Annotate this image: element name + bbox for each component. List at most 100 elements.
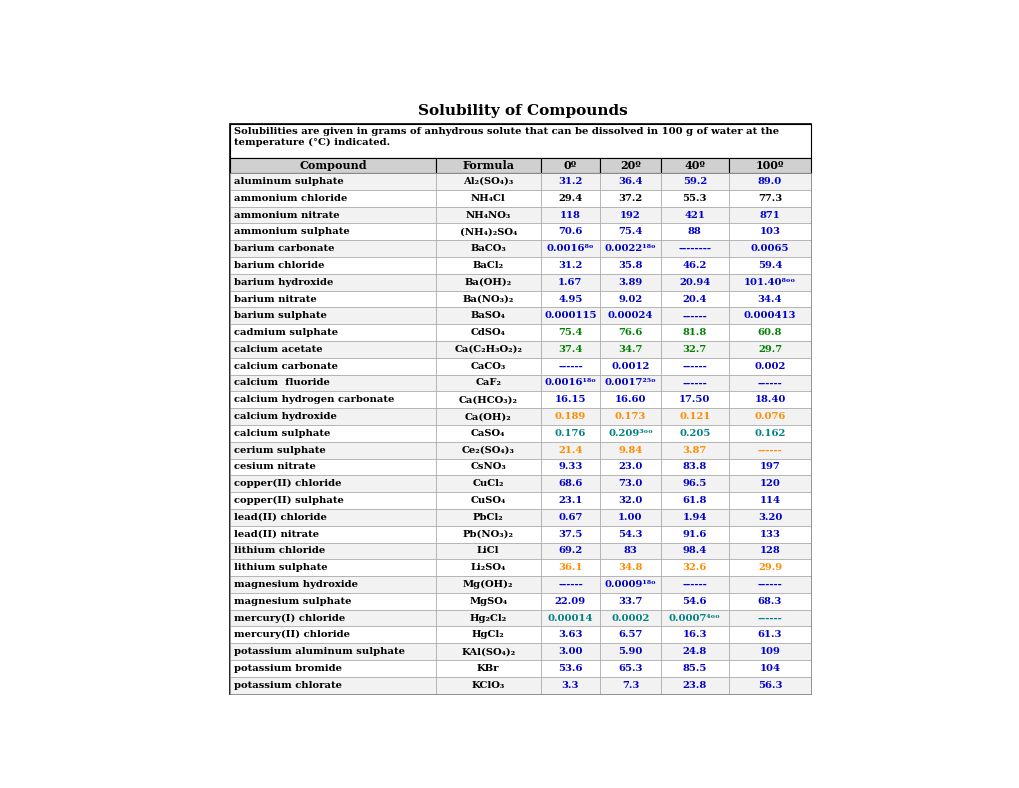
Bar — [435, 307, 540, 324]
Bar — [660, 358, 729, 374]
Text: 77.3: 77.3 — [757, 194, 782, 203]
Bar — [729, 190, 810, 206]
Text: ------: ------ — [682, 580, 706, 589]
Bar — [599, 475, 660, 492]
Bar — [660, 158, 729, 173]
Text: ------: ------ — [757, 614, 782, 623]
Text: Mg(OH)₂: Mg(OH)₂ — [463, 580, 513, 589]
Bar — [729, 593, 810, 610]
Text: 4.95: 4.95 — [557, 295, 582, 303]
Text: cesium nitrate: cesium nitrate — [233, 463, 315, 471]
Text: lithium chloride: lithium chloride — [233, 546, 325, 556]
Text: lead(II) chloride: lead(II) chloride — [233, 513, 326, 522]
Bar — [540, 425, 599, 442]
Bar — [229, 459, 435, 475]
Bar — [229, 224, 435, 240]
Bar — [540, 274, 599, 291]
Bar — [729, 274, 810, 291]
Text: 114: 114 — [759, 496, 780, 505]
Text: cerium sulphate: cerium sulphate — [233, 446, 325, 455]
Text: CaSO₄: CaSO₄ — [471, 429, 505, 438]
Text: 3.00: 3.00 — [557, 647, 582, 656]
Bar — [540, 593, 599, 610]
Bar — [660, 206, 729, 224]
Text: ------: ------ — [757, 580, 782, 589]
Text: barium carbonate: barium carbonate — [233, 244, 334, 253]
Text: Solubility of Compounds: Solubility of Compounds — [418, 105, 627, 118]
Bar — [660, 190, 729, 206]
Text: 20º: 20º — [620, 160, 640, 171]
Text: 32.7: 32.7 — [682, 345, 706, 354]
Bar — [435, 442, 540, 459]
Bar — [540, 610, 599, 626]
Text: 3.63: 3.63 — [557, 630, 582, 639]
Text: Pb(NO₃)₂: Pb(NO₃)₂ — [463, 530, 514, 539]
Text: magnesium hydroxide: magnesium hydroxide — [233, 580, 358, 589]
Bar — [599, 425, 660, 442]
Text: 0.0007⁴ᵒᵒ: 0.0007⁴ᵒᵒ — [668, 614, 720, 623]
Text: potassium bromide: potassium bromide — [233, 664, 341, 673]
Text: 0.076: 0.076 — [753, 412, 785, 421]
Bar — [435, 576, 540, 593]
Text: mercury(I) chloride: mercury(I) chloride — [233, 614, 344, 623]
Bar — [435, 660, 540, 677]
Bar — [599, 190, 660, 206]
Bar — [229, 610, 435, 626]
Text: ammonium chloride: ammonium chloride — [233, 194, 346, 203]
Text: 0.0009¹⁸ᵒ: 0.0009¹⁸ᵒ — [604, 580, 655, 589]
Text: 91.6: 91.6 — [682, 530, 706, 539]
Bar — [729, 559, 810, 576]
Text: temperature (°C) indicated.: temperature (°C) indicated. — [234, 138, 390, 147]
Text: 0.0022¹⁸ᵒ: 0.0022¹⁸ᵒ — [604, 244, 655, 253]
Bar — [660, 392, 729, 408]
Bar — [435, 158, 540, 173]
Text: CdSO₄: CdSO₄ — [471, 328, 505, 337]
Bar — [229, 341, 435, 358]
Text: 1.00: 1.00 — [618, 513, 642, 522]
Bar — [729, 291, 810, 307]
Bar — [229, 324, 435, 341]
Bar — [660, 224, 729, 240]
Bar — [435, 475, 540, 492]
Bar — [435, 341, 540, 358]
Bar — [660, 626, 729, 643]
Bar — [660, 475, 729, 492]
Bar — [599, 509, 660, 526]
Bar — [729, 442, 810, 459]
Text: 34.4: 34.4 — [757, 295, 782, 303]
Bar — [729, 257, 810, 274]
Bar — [540, 492, 599, 509]
Bar — [729, 509, 810, 526]
Text: 23.0: 23.0 — [618, 463, 642, 471]
Bar — [729, 392, 810, 408]
Bar — [540, 442, 599, 459]
Bar — [729, 173, 810, 190]
Bar — [599, 173, 660, 190]
Bar — [540, 341, 599, 358]
Text: 59.4: 59.4 — [757, 261, 782, 270]
Text: CsNO₃: CsNO₃ — [470, 463, 505, 471]
Text: 0.67: 0.67 — [557, 513, 582, 522]
Bar — [729, 526, 810, 542]
Bar — [229, 240, 435, 257]
Text: 0.0017²⁵ᵒ: 0.0017²⁵ᵒ — [604, 378, 655, 388]
Bar — [599, 324, 660, 341]
Text: 7.3: 7.3 — [622, 681, 639, 690]
Bar — [540, 173, 599, 190]
Text: 0.176: 0.176 — [554, 429, 586, 438]
Bar — [540, 374, 599, 392]
Bar — [599, 576, 660, 593]
Bar — [540, 324, 599, 341]
Text: 1.94: 1.94 — [682, 513, 706, 522]
Text: 16.15: 16.15 — [554, 396, 586, 404]
Bar — [435, 291, 540, 307]
Bar — [599, 677, 660, 693]
Text: 83: 83 — [623, 546, 637, 556]
Text: 85.5: 85.5 — [682, 664, 706, 673]
Text: 192: 192 — [620, 210, 640, 220]
Text: 83.8: 83.8 — [682, 463, 706, 471]
Bar — [435, 190, 540, 206]
Text: 68.3: 68.3 — [757, 597, 782, 606]
Text: KAl(SO₄)₂: KAl(SO₄)₂ — [461, 647, 515, 656]
Text: Compound: Compound — [299, 160, 366, 171]
